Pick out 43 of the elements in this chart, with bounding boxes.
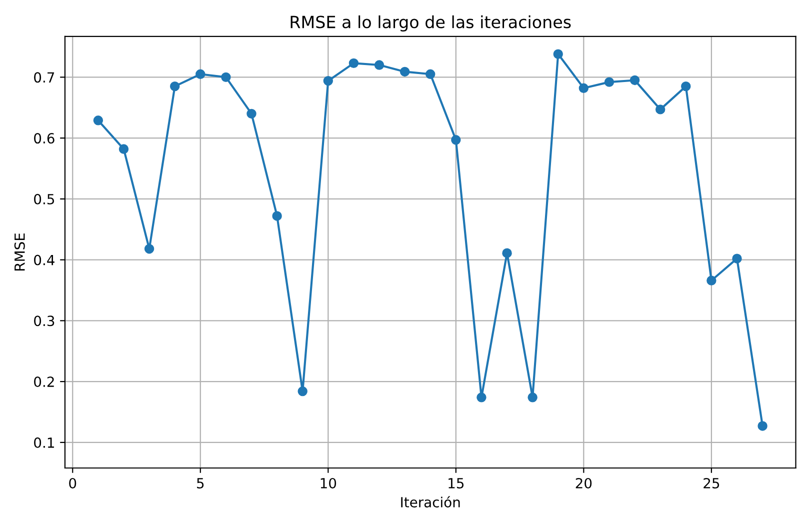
point	[298, 386, 308, 396]
chart-title: RMSE a lo largo de las iteraciones	[290, 15, 571, 32]
point	[221, 72, 231, 82]
x-tick-label: 0	[69, 478, 76, 488]
x-tick-label: 20	[576, 478, 592, 488]
point	[246, 108, 256, 119]
point	[732, 254, 742, 264]
point	[374, 60, 384, 70]
y-tick-label: 0.7	[34, 72, 54, 83]
point	[502, 248, 512, 258]
point	[476, 392, 486, 402]
point	[578, 83, 589, 94]
point	[118, 144, 129, 154]
point	[426, 69, 436, 80]
point	[604, 77, 614, 87]
point	[93, 116, 104, 126]
y-tick-label: 0.5	[34, 194, 54, 204]
y-axis-title: RMSE	[14, 233, 25, 270]
y-tick-label: 0.2	[34, 376, 54, 388]
point	[348, 58, 359, 68]
point	[170, 81, 180, 92]
x-tick-label: 5	[197, 478, 204, 488]
y-tick-label: 0.3	[34, 316, 54, 326]
point	[758, 421, 768, 431]
point	[528, 392, 538, 402]
point	[400, 66, 410, 77]
point	[323, 76, 334, 86]
point	[451, 135, 461, 145]
point	[655, 104, 666, 114]
y-tick-label: 0.1	[34, 437, 54, 448]
x-tick-label: 10	[320, 478, 336, 488]
x-tick-label: 25	[704, 478, 720, 488]
x-tick-label: 15	[448, 478, 464, 488]
y-tick-label: 0.6	[34, 133, 54, 144]
point	[272, 211, 282, 221]
y-tick-label: 0.4	[34, 254, 54, 266]
point	[196, 69, 206, 80]
x-axis-title: Iteración	[401, 496, 460, 508]
point	[681, 81, 691, 92]
point	[706, 276, 716, 286]
point	[144, 244, 154, 254]
point	[553, 49, 563, 59]
point	[630, 75, 640, 86]
